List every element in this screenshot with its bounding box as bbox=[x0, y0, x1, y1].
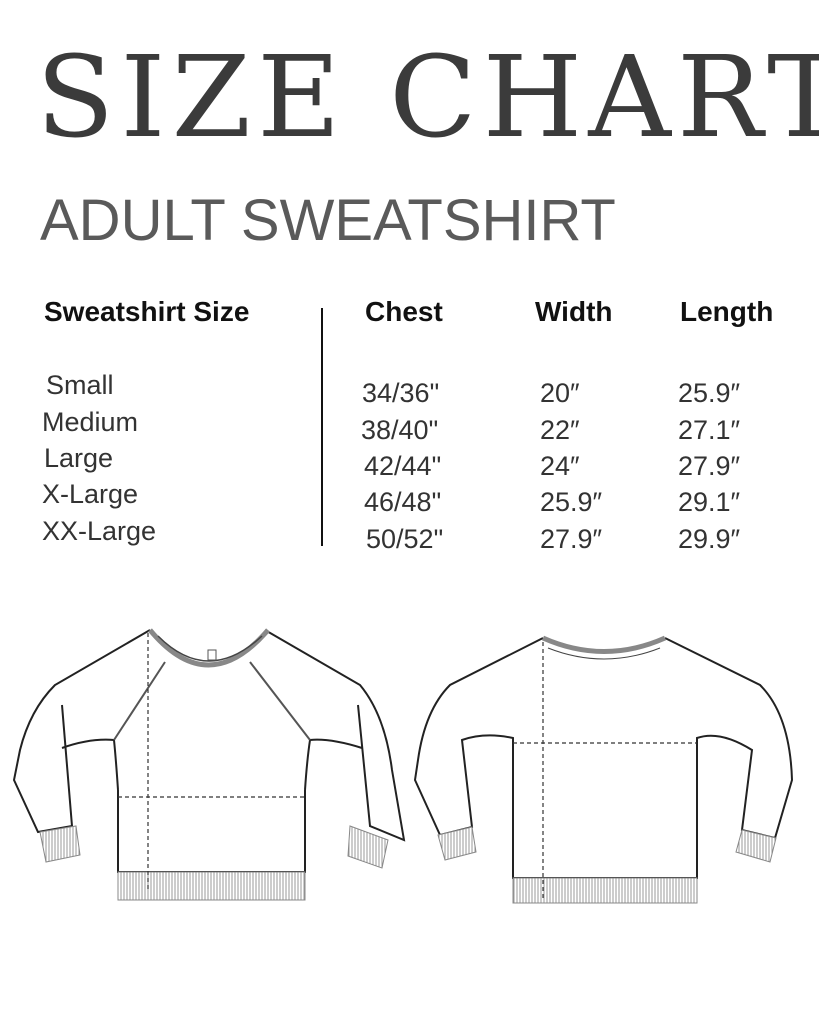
header-width: Width bbox=[535, 296, 613, 327]
cell-chest: 38/40" bbox=[361, 415, 439, 445]
cell-length: 27.1″ bbox=[678, 415, 741, 445]
cell-width: 22″ bbox=[540, 415, 580, 445]
cell-size: Small bbox=[46, 370, 114, 400]
header-chest: Chest bbox=[365, 296, 443, 327]
cell-chest: 34/36" bbox=[362, 378, 440, 408]
cell-length: 29.1″ bbox=[678, 487, 741, 517]
cell-size: XX-Large bbox=[42, 516, 157, 546]
header-length: Length bbox=[680, 296, 774, 327]
cell-chest: 42/44" bbox=[364, 451, 442, 481]
cell-width: 20″ bbox=[540, 378, 580, 408]
cell-length: 25.9″ bbox=[678, 378, 741, 408]
cell-size: X-Large bbox=[42, 479, 139, 509]
cell-width: 24″ bbox=[540, 451, 580, 481]
cell-size: Large bbox=[44, 443, 114, 473]
cell-chest: 46/48" bbox=[364, 487, 442, 517]
column-divider bbox=[321, 308, 323, 546]
sweatshirt-back bbox=[413, 635, 794, 904]
cell-width: 25.9″ bbox=[540, 487, 603, 517]
page-title: SIZE CHART bbox=[36, 33, 819, 163]
cell-size: Medium bbox=[42, 407, 139, 437]
cell-width: 27.9″ bbox=[540, 524, 603, 554]
cell-chest: 50/52" bbox=[366, 524, 444, 554]
header-size: Sweatshirt Size bbox=[44, 296, 250, 327]
sweatshirt-front bbox=[12, 628, 406, 901]
cell-length: 29.9″ bbox=[678, 524, 741, 554]
cell-length: 27.9″ bbox=[678, 451, 741, 481]
page-subtitle: ADULT SWEATSHIRT bbox=[40, 188, 616, 253]
sweatshirt-illustrations bbox=[12, 628, 794, 904]
